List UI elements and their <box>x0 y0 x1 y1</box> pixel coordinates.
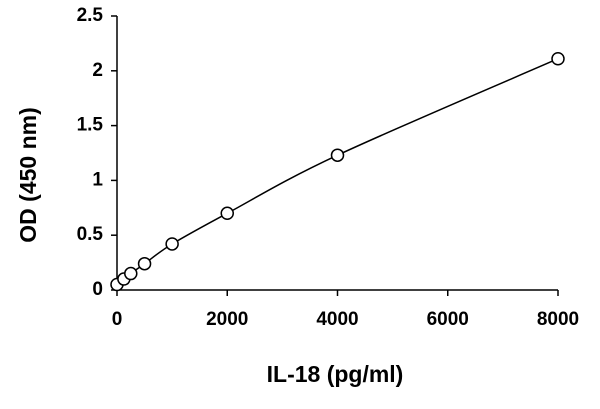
y-axis-label: OD (450 nm) <box>15 107 41 242</box>
x-axis-label: IL-18 (pg/ml) <box>267 361 404 387</box>
x-tick-label: 8000 <box>537 309 579 330</box>
y-tick-label: 1.5 <box>77 115 104 136</box>
y-tick-label: 1 <box>92 169 103 190</box>
y-tick-label: 2.5 <box>77 5 104 26</box>
y-tick-label: 0.5 <box>77 224 104 245</box>
data-point <box>137 256 152 271</box>
data-point <box>165 237 179 251</box>
y-tick-label: 0 <box>92 279 103 300</box>
fit-line <box>116 58 559 286</box>
data-point <box>220 206 234 221</box>
y-tick-label: 2 <box>92 60 103 81</box>
data-point <box>330 148 345 162</box>
x-tick-label: 2000 <box>206 309 248 330</box>
x-tick-label: 0 <box>112 309 123 330</box>
x-tick-label: 6000 <box>427 309 469 330</box>
x-tick-label: 4000 <box>316 309 358 330</box>
data-point <box>551 51 565 66</box>
data-point <box>124 266 138 281</box>
